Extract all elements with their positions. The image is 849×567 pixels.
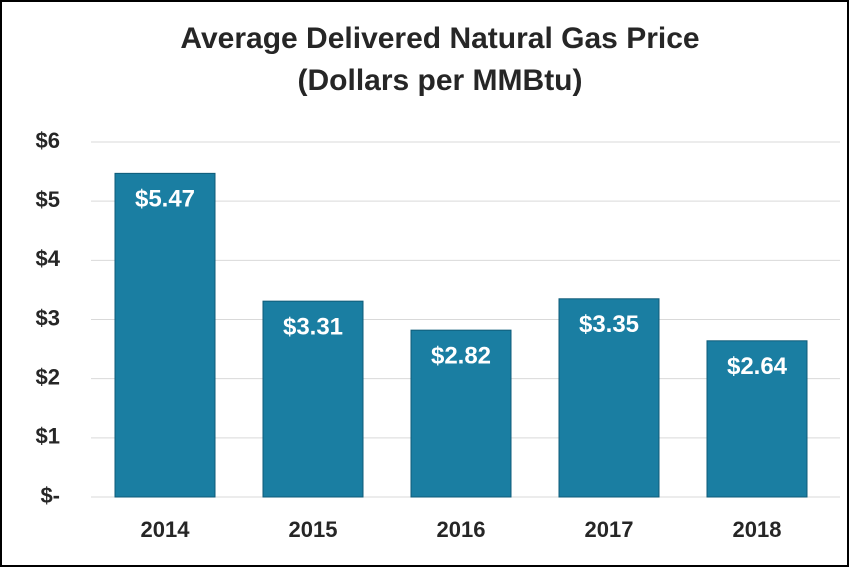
chart-title: Average Delivered Natural Gas Price (180, 22, 699, 55)
bar (410, 329, 512, 498)
x-tick-label: 2016 (437, 517, 486, 542)
y-tick-label: $5 (36, 187, 60, 212)
data-label: $2.82 (431, 342, 491, 369)
data-label: $5.47 (135, 186, 195, 213)
bar (558, 298, 660, 498)
x-tick-label: 2015 (289, 517, 338, 542)
y-tick-label: $6 (36, 128, 60, 153)
y-tick-label: $1 (36, 424, 60, 449)
data-label: $3.35 (579, 311, 639, 338)
x-tick-label: 2018 (733, 517, 782, 542)
data-label: $2.64 (727, 353, 788, 380)
y-tick-label: $3 (36, 305, 60, 330)
y-tick-label: $4 (36, 246, 61, 271)
bar (706, 340, 808, 498)
y-tick-label: $2 (36, 364, 60, 389)
chart-subtitle: (Dollars per MMBtu) (298, 64, 583, 97)
x-tick-label: 2014 (141, 517, 191, 542)
x-tick-label: 2017 (585, 517, 634, 542)
y-tick-label: $- (40, 483, 60, 508)
bar (262, 300, 364, 498)
bar (114, 172, 216, 498)
data-label: $3.31 (283, 314, 343, 341)
